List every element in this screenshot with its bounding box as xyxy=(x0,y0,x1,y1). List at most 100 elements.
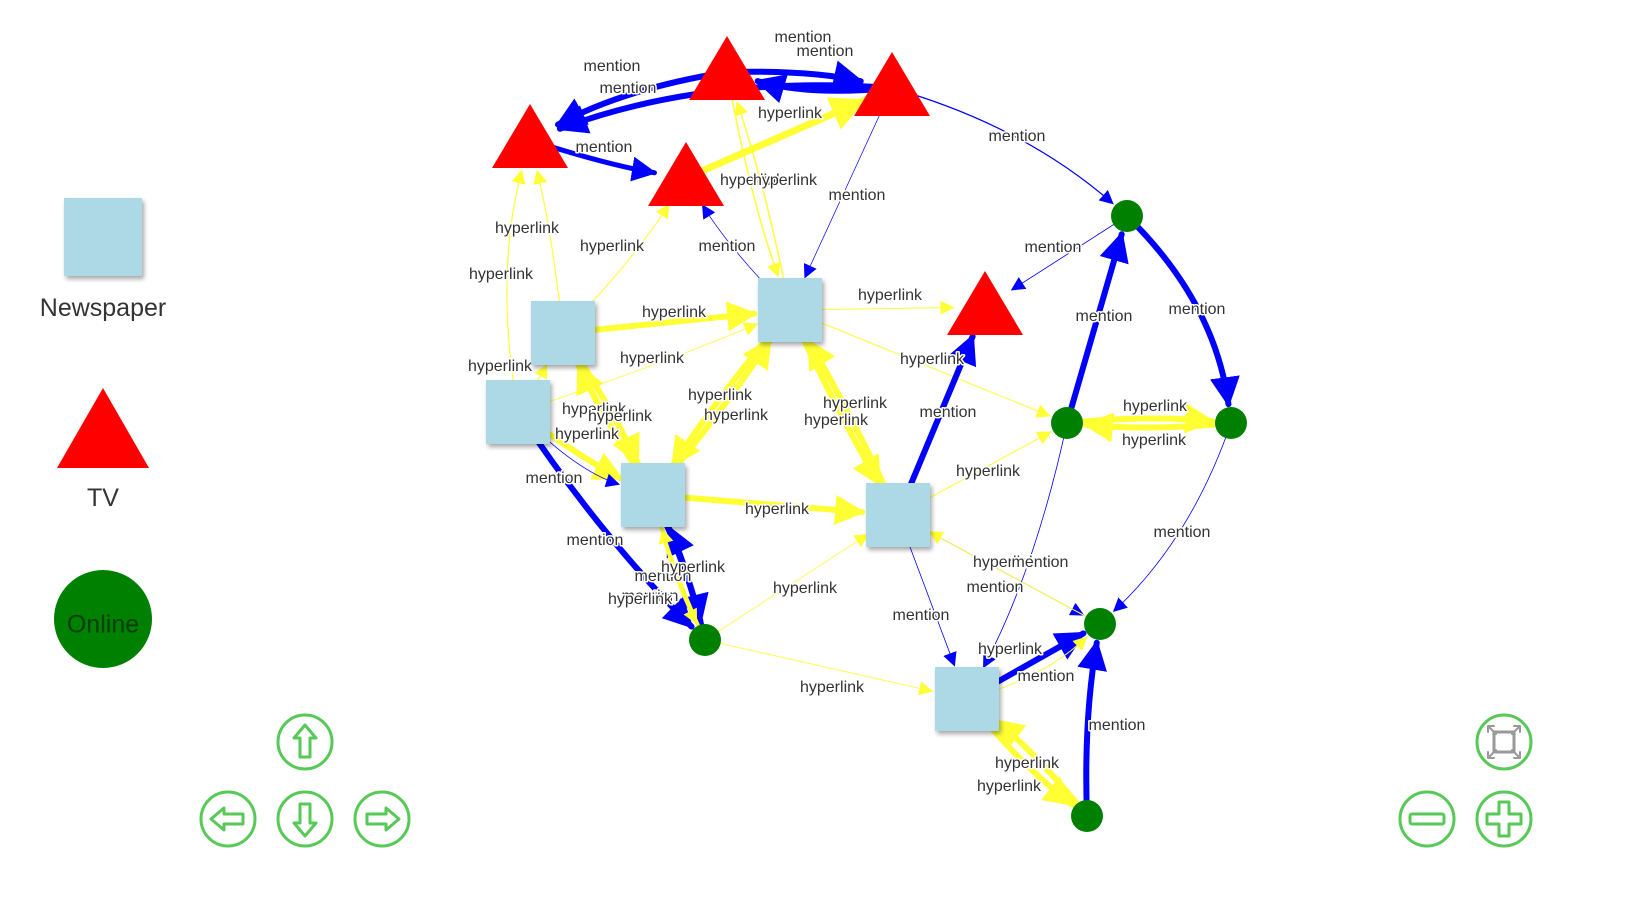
node-tv[interactable] xyxy=(492,104,568,168)
edge-label-mention: mention xyxy=(829,187,886,204)
edge-label-hyperlink: hyperlink xyxy=(758,105,823,122)
edge-label-hyperlink: hyperlink xyxy=(800,679,865,696)
legend-label-online: Online xyxy=(67,611,139,639)
edge-label-hyperlink: hyperlink xyxy=(608,591,673,608)
edge-label-mention: mention xyxy=(1076,308,1133,325)
node-online[interactable] xyxy=(1111,200,1143,232)
arrow-right-icon[interactable] xyxy=(353,790,411,848)
edge-label-hyperlink: hyperlink xyxy=(773,580,838,597)
edge-hyperlink[interactable] xyxy=(1082,412,1234,443)
edge-label-hyperlink: hyperlink xyxy=(661,559,726,576)
arrow-down-icon[interactable] xyxy=(276,790,334,848)
node-online[interactable] xyxy=(1215,407,1247,439)
node-online[interactable] xyxy=(1071,800,1103,832)
edge-label-hyperlink: hyperlink xyxy=(995,755,1060,772)
edge-label-mention: mention xyxy=(893,607,950,624)
edge-label-hyperlink: hyperlink xyxy=(956,463,1021,480)
edge-label-hyperlink: hyperlink xyxy=(900,351,965,368)
edge-label-hyperlink: hyperlink xyxy=(973,554,1038,571)
node-newspaper[interactable] xyxy=(935,667,999,731)
legend-square-icon xyxy=(64,198,142,276)
edge-label-hyperlink: hyperlink xyxy=(977,778,1042,795)
edge-label-mention: mention xyxy=(1025,239,1082,256)
legend: Newspaper TV Online xyxy=(40,198,166,668)
edge-label-hyperlink: hyperlink xyxy=(1123,398,1188,415)
edge-label-hyperlink: hyperlink xyxy=(858,287,923,304)
edge-label-mention: mention xyxy=(1018,668,1075,685)
edge-mention[interactable] xyxy=(1010,215,1128,291)
node-online[interactable] xyxy=(1084,608,1116,640)
edge-label-mention: mention xyxy=(699,238,756,255)
node-newspaper[interactable] xyxy=(486,380,550,444)
edge-label-mention: mention xyxy=(600,80,657,97)
edge-label-mention: mention xyxy=(1169,301,1226,318)
edge-label-hyperlink: hyperlink xyxy=(642,304,707,321)
legend-label-tv: TV xyxy=(87,484,119,512)
edge-mention[interactable] xyxy=(1064,231,1129,426)
edge-labels-layer: mentionmentionmentionmentionmentionhyper… xyxy=(466,28,1226,797)
zoom-out-icon[interactable] xyxy=(1398,790,1456,848)
edge-label-hyperlink: hyperlink xyxy=(745,501,810,518)
edge-hyperlink[interactable] xyxy=(928,531,1101,625)
legend-circle-icon xyxy=(54,570,152,668)
node-newspaper[interactable] xyxy=(758,278,822,342)
edge-label-hyperlink: hyperlink xyxy=(704,407,769,424)
edge-label-hyperlink: hyperlink xyxy=(495,220,560,237)
edge-mention[interactable] xyxy=(983,422,1068,669)
edge-label-hyperlink: hyperlink xyxy=(804,412,869,429)
edge-label-mention: mention xyxy=(526,470,583,487)
legend-triangle-icon xyxy=(57,388,149,468)
edge-label-mention: mention xyxy=(567,532,624,549)
edge-label-hyperlink: hyperlink xyxy=(823,395,888,412)
edge-label-mention: mention xyxy=(797,43,854,60)
edge-label-mention: mention xyxy=(1089,717,1146,734)
nodes-layer xyxy=(486,36,1247,832)
edge-hyperlink[interactable] xyxy=(704,639,934,696)
node-tv[interactable] xyxy=(648,142,724,206)
edge-label-mention: mention xyxy=(989,128,1046,145)
edge-mention[interactable] xyxy=(891,87,1114,205)
edge-label-hyperlink: hyperlink xyxy=(720,172,785,189)
edge-mention[interactable] xyxy=(1077,639,1107,819)
edge-label-mention: mention xyxy=(967,579,1024,596)
edge-label-mention: mention xyxy=(622,588,679,605)
edge-hyperlink[interactable] xyxy=(704,533,869,641)
edge-label-mention: mention xyxy=(775,29,832,46)
node-tv[interactable] xyxy=(854,52,930,116)
edge-label-mention: mention xyxy=(1012,554,1069,571)
edge-mention[interactable] xyxy=(1124,213,1240,408)
edge-mention[interactable] xyxy=(1112,422,1232,613)
edge-hyperlink[interactable] xyxy=(789,309,1051,418)
node-tv[interactable] xyxy=(689,36,765,100)
edge-label-hyperlink: hyperlink xyxy=(580,238,645,255)
node-newspaper[interactable] xyxy=(866,483,930,547)
zoom-extends-icon[interactable] xyxy=(1475,713,1533,771)
edge-label-hyperlink: hyperlink xyxy=(588,408,653,425)
node-online[interactable] xyxy=(689,624,721,656)
node-online[interactable] xyxy=(1051,407,1083,439)
edge-hyperlink[interactable] xyxy=(726,71,781,278)
edge-label-mention: mention xyxy=(584,58,641,75)
edge-mention[interactable] xyxy=(555,69,730,128)
edge-hyperlink[interactable] xyxy=(517,322,759,413)
edge-label-hyperlink: hyperlink xyxy=(562,401,627,418)
edge-label-hyperlink: hyperlink xyxy=(753,172,818,189)
node-newspaper[interactable] xyxy=(621,463,685,527)
legend-label-newspaper: Newspaper xyxy=(40,294,166,322)
edge-hyperlink[interactable] xyxy=(682,97,867,182)
legend-item-tv: TV xyxy=(57,388,149,512)
edge-label-hyperlink: hyperlink xyxy=(688,387,753,404)
edge-hyperlink[interactable] xyxy=(506,169,526,413)
edge-label-mention: mention xyxy=(920,404,977,421)
arrow-up-icon[interactable] xyxy=(276,713,334,771)
edge-label-hyperlink: hyperlink xyxy=(469,266,534,283)
legend-item-newspaper: Newspaper xyxy=(40,198,166,322)
edge-label-hyperlink: hyperlink xyxy=(978,641,1043,658)
zoom-in-icon[interactable] xyxy=(1475,790,1533,848)
edge-label-mention: mention xyxy=(576,139,633,156)
node-newspaper[interactable] xyxy=(531,301,595,365)
arrow-left-icon[interactable] xyxy=(199,790,257,848)
node-tv[interactable] xyxy=(947,271,1023,335)
edge-hyperlink[interactable] xyxy=(992,717,1090,819)
